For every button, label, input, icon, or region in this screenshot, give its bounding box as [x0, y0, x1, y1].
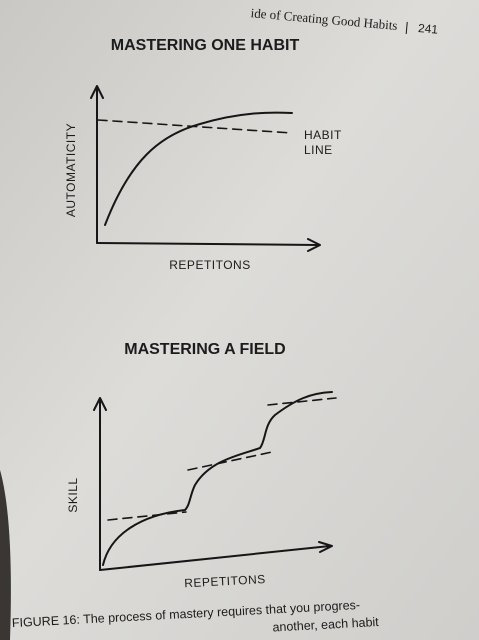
figure-title: MASTERING ONE HABIT — [111, 37, 300, 54]
caption-line: another, each habit — [272, 615, 379, 635]
x-axis-label: REPETITONS — [184, 572, 266, 590]
line-label: HABIT — [304, 128, 342, 142]
line-label: LINE — [304, 143, 333, 157]
thumb-shadow — [0, 470, 11, 640]
separator: | — [404, 19, 409, 34]
y-axis-label: AUTOMATICITY — [64, 123, 78, 217]
figure-title: MASTERING A FIELD — [124, 341, 285, 358]
curve — [102, 391, 333, 566]
y-axis-label: SKILL — [66, 477, 80, 512]
curve — [104, 111, 293, 226]
plateau-lines — [107, 397, 337, 521]
axes — [90, 85, 321, 252]
axes — [93, 397, 333, 571]
x-axis-label: REPETITONS — [169, 258, 250, 272]
page-number: 241 — [417, 21, 438, 37]
